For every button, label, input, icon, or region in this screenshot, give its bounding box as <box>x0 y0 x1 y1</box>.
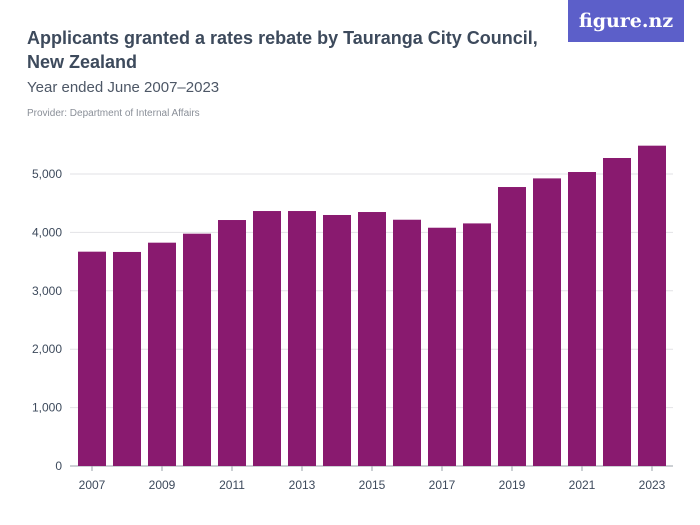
provider-note: Provider: Department of Internal Affairs <box>27 108 200 119</box>
bar-2015[interactable] <box>358 212 386 466</box>
x-tick-label: 2021 <box>569 478 596 492</box>
x-tick-label: 2007 <box>79 478 106 492</box>
y-tick-label: 0 <box>55 459 62 473</box>
x-tick-label: 2023 <box>639 478 666 492</box>
bar-2007[interactable] <box>78 251 106 466</box>
bar-2010[interactable] <box>183 233 211 466</box>
chart-subtitle: Year ended June 2007–2023 <box>27 79 220 96</box>
bar-2008[interactable] <box>113 251 141 466</box>
x-tick-label: 2019 <box>499 478 526 492</box>
bar-2009[interactable] <box>148 242 176 466</box>
bar-2011[interactable] <box>218 220 246 466</box>
x-tick-label: 2013 <box>289 478 316 492</box>
bar-2022[interactable] <box>603 157 631 466</box>
chart-title: Applicants granted a rates rebate by Tau… <box>27 28 538 72</box>
y-tick-label: 4,000 <box>32 225 62 239</box>
x-tick-label: 2009 <box>149 478 176 492</box>
y-tick-label: 2,000 <box>32 342 62 356</box>
bar-2021[interactable] <box>568 172 596 466</box>
bar-2016[interactable] <box>393 219 421 466</box>
bar-2012[interactable] <box>253 211 281 466</box>
y-tick-label: 1,000 <box>32 401 62 415</box>
bar-2020[interactable] <box>533 178 561 466</box>
x-tick-label: 2011 <box>219 478 245 492</box>
y-tick-label: 3,000 <box>32 284 62 298</box>
x-tick-label: 2017 <box>429 478 456 492</box>
bar-2013[interactable] <box>288 211 316 466</box>
bar-2019[interactable] <box>498 187 526 466</box>
bar-2018[interactable] <box>463 223 491 466</box>
x-tick-label: 2015 <box>359 478 386 492</box>
bar-2023[interactable] <box>638 145 666 466</box>
figure-nz-logo[interactable]: figure.nz <box>568 0 684 42</box>
y-tick-label: 5,000 <box>32 167 62 181</box>
bar-2017[interactable] <box>428 227 456 466</box>
bar-2014[interactable] <box>323 214 351 466</box>
